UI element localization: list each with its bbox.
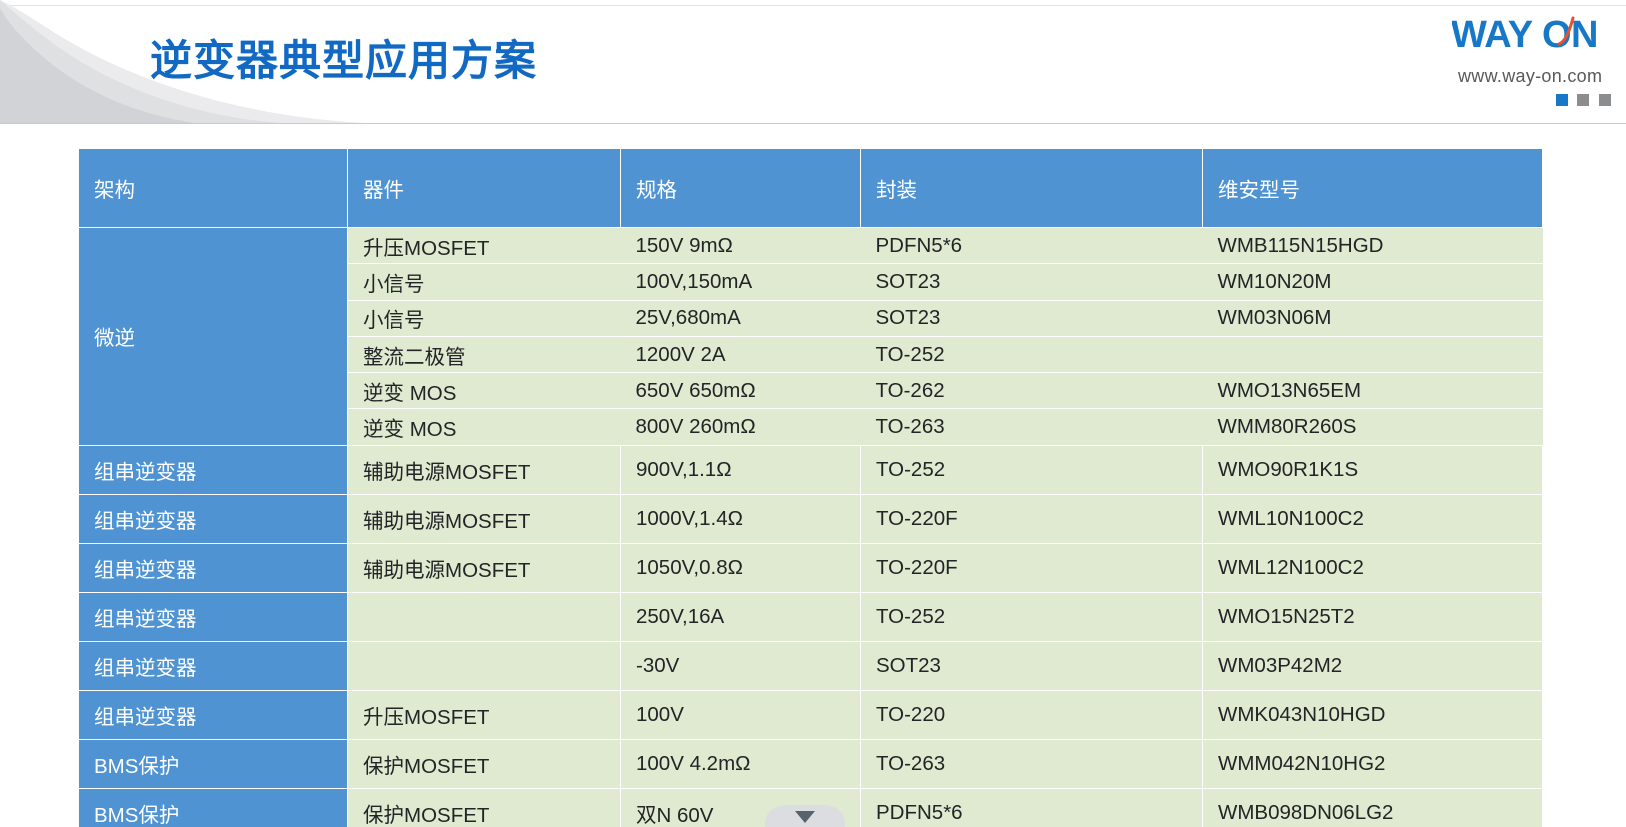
svg-text:WAY ON: WAY ON — [1452, 14, 1598, 56]
